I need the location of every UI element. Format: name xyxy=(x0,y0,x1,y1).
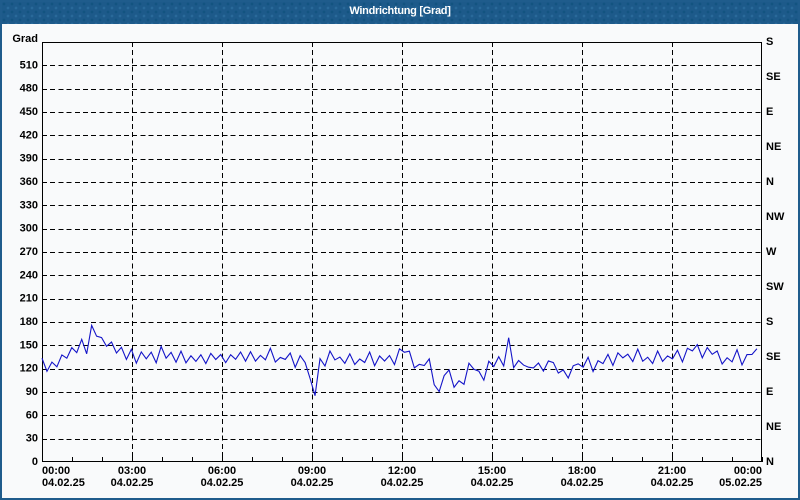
svg-text:480: 480 xyxy=(20,83,38,95)
svg-text:NW: NW xyxy=(766,211,785,223)
svg-text:03:00: 03:00 xyxy=(118,465,146,477)
svg-text:04.02.25: 04.02.25 xyxy=(381,477,424,489)
svg-text:00:00: 00:00 xyxy=(734,465,762,477)
svg-text:420: 420 xyxy=(20,129,38,141)
svg-text:04.02.25: 04.02.25 xyxy=(111,477,154,489)
svg-text:SW: SW xyxy=(766,281,784,293)
svg-text:12:00: 12:00 xyxy=(388,465,416,477)
svg-text:NE: NE xyxy=(766,141,781,153)
svg-text:E: E xyxy=(766,386,773,398)
svg-text:120: 120 xyxy=(20,363,38,375)
svg-text:30: 30 xyxy=(26,433,38,445)
svg-text:60: 60 xyxy=(26,409,38,421)
svg-text:S: S xyxy=(766,316,773,328)
svg-text:180: 180 xyxy=(20,316,38,328)
svg-text:SE: SE xyxy=(766,351,781,363)
svg-text:04.02.25: 04.02.25 xyxy=(42,477,85,489)
svg-text:450: 450 xyxy=(20,106,38,118)
svg-text:09:00: 09:00 xyxy=(298,465,326,477)
svg-text:210: 210 xyxy=(20,293,38,305)
svg-text:360: 360 xyxy=(20,176,38,188)
svg-text:E: E xyxy=(766,106,773,118)
svg-text:90: 90 xyxy=(26,386,38,398)
svg-text:240: 240 xyxy=(20,269,38,281)
svg-text:330: 330 xyxy=(20,199,38,211)
svg-text:N: N xyxy=(766,456,774,468)
svg-text:270: 270 xyxy=(20,246,38,258)
svg-text:04.02.25: 04.02.25 xyxy=(201,477,244,489)
svg-text:15:00: 15:00 xyxy=(478,465,506,477)
svg-text:510: 510 xyxy=(20,59,38,71)
svg-text:04.02.25: 04.02.25 xyxy=(651,477,694,489)
svg-text:18:00: 18:00 xyxy=(568,465,596,477)
svg-text:04.02.25: 04.02.25 xyxy=(291,477,334,489)
svg-text:06:00: 06:00 xyxy=(208,465,236,477)
svg-text:21:00: 21:00 xyxy=(658,465,686,477)
svg-text:N: N xyxy=(766,176,774,188)
svg-text:NE: NE xyxy=(766,421,781,433)
svg-text:0: 0 xyxy=(32,456,38,468)
svg-text:W: W xyxy=(766,246,777,258)
svg-text:390: 390 xyxy=(20,153,38,165)
svg-text:150: 150 xyxy=(20,339,38,351)
svg-text:00:00: 00:00 xyxy=(42,465,70,477)
svg-text:04.02.25: 04.02.25 xyxy=(561,477,604,489)
svg-text:05.02.25: 05.02.25 xyxy=(719,477,762,489)
svg-text:S: S xyxy=(766,36,773,48)
svg-text:04.02.25: 04.02.25 xyxy=(471,477,514,489)
svg-text:Grad: Grad xyxy=(12,33,38,45)
svg-text:300: 300 xyxy=(20,223,38,235)
svg-text:SE: SE xyxy=(766,71,781,83)
